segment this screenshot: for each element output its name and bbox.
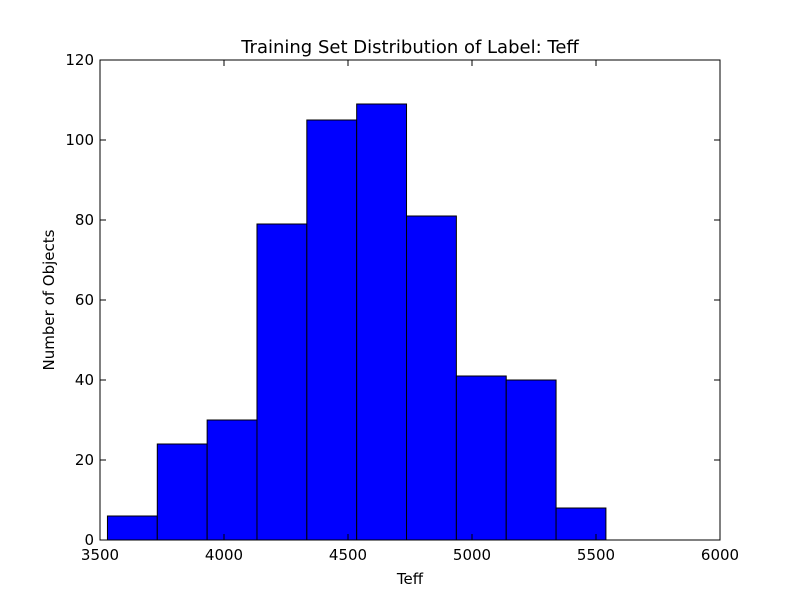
x-tick-label: 3500 bbox=[81, 546, 119, 564]
y-tick-label: 20 bbox=[75, 451, 94, 469]
histogram-bar bbox=[356, 103, 408, 541]
y-tick-label: 40 bbox=[75, 371, 94, 389]
x-tick-label: 4500 bbox=[329, 546, 367, 564]
chart-title: Training Set Distribution of Label: Teff bbox=[240, 37, 579, 58]
y-tick-label: 100 bbox=[65, 131, 94, 149]
y-axis-label: Number of Objects bbox=[40, 229, 58, 370]
histogram-bar bbox=[406, 215, 457, 541]
histogram-bar bbox=[106, 515, 158, 541]
histogram-bar bbox=[505, 379, 557, 541]
ticks-group: 3500 4000 4500 5000 5500 6000 0 20 40 60 80 100 120 bbox=[65, 51, 739, 564]
y-tick-label: 80 bbox=[75, 211, 94, 229]
y-tick-label: 60 bbox=[75, 291, 94, 309]
histogram-bar bbox=[156, 443, 208, 541]
x-tick-label: 4000 bbox=[205, 546, 243, 564]
x-tick-label: 5000 bbox=[453, 546, 491, 564]
histogram-bar bbox=[206, 419, 258, 541]
histogram-bar bbox=[306, 119, 358, 541]
y-tick-label: 0 bbox=[84, 531, 94, 549]
histogram-bar bbox=[455, 375, 507, 541]
x-tick-label: 5500 bbox=[577, 546, 615, 564]
y-tick-label: 120 bbox=[65, 51, 94, 69]
x-axis-label: Teff bbox=[396, 570, 424, 588]
plot-frame bbox=[99, 59, 721, 541]
histogram-bar bbox=[256, 223, 308, 541]
x-tick-label: 6000 bbox=[701, 546, 739, 564]
bars-group bbox=[106, 103, 607, 541]
histogram-bar bbox=[555, 507, 607, 541]
